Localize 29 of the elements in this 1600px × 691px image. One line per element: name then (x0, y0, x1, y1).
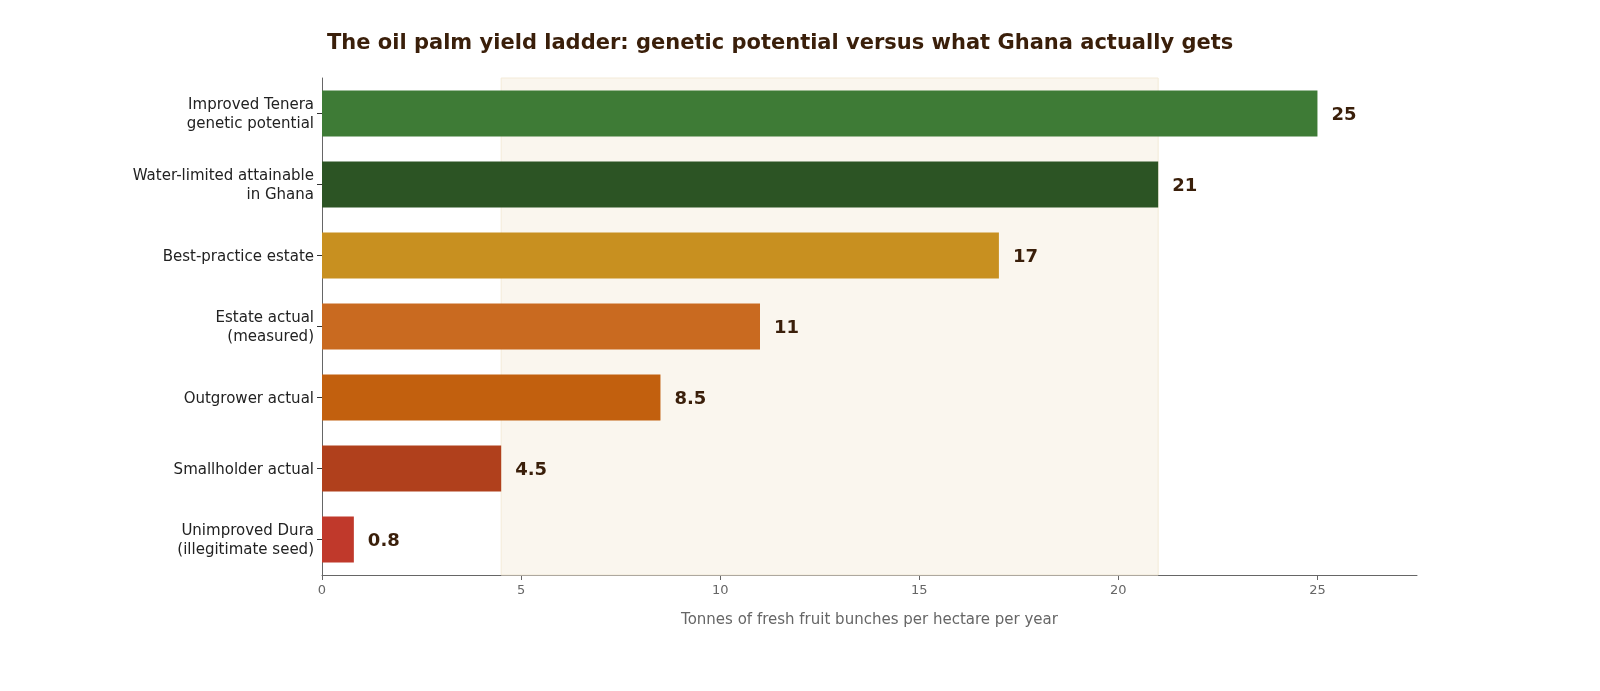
bar (322, 232, 999, 279)
chart-title: The oil palm yield ladder: genetic potential versus what Ghana actually gets (327, 29, 1234, 54)
x-tick-label: 25 (1309, 582, 1326, 597)
x-tick-label: 15 (911, 582, 928, 597)
y-tick-label: Estate actual (measured) (215, 308, 314, 345)
bar (322, 161, 1159, 208)
data-label: 17 (1012, 245, 1038, 266)
y-tick-label: Outgrower actual (183, 388, 314, 407)
x-tick-label: 5 (516, 582, 526, 597)
bar (322, 90, 1318, 137)
y-tick-label: Smallholder actual (173, 459, 314, 478)
y-tick-label: Improved Tenera genetic potential (186, 95, 314, 132)
y-tick-label: Water-limited attainable in Ghana (132, 166, 314, 203)
bar (322, 303, 760, 350)
data-label: 21 (1172, 174, 1198, 195)
bar (322, 445, 502, 492)
x-tick-label: 20 (1110, 582, 1127, 597)
data-label: 25 (1331, 103, 1357, 124)
x-tick-label: 10 (711, 582, 729, 597)
bar (322, 516, 354, 563)
bar (322, 374, 661, 421)
y-tick-label: Unimproved Dura (illegitimate seed) (177, 521, 314, 558)
x-axis-title: Tonnes of fresh fruit bunches per hectare per year (680, 609, 1059, 628)
data-label: 0.8 (367, 529, 400, 550)
data-label: 8.5 (674, 387, 707, 408)
x-tick-label: 0 (317, 582, 327, 597)
data-label: 11 (774, 316, 800, 337)
data-label: 4.5 (515, 458, 548, 479)
y-tick-label: Best-practice estate (162, 246, 314, 265)
